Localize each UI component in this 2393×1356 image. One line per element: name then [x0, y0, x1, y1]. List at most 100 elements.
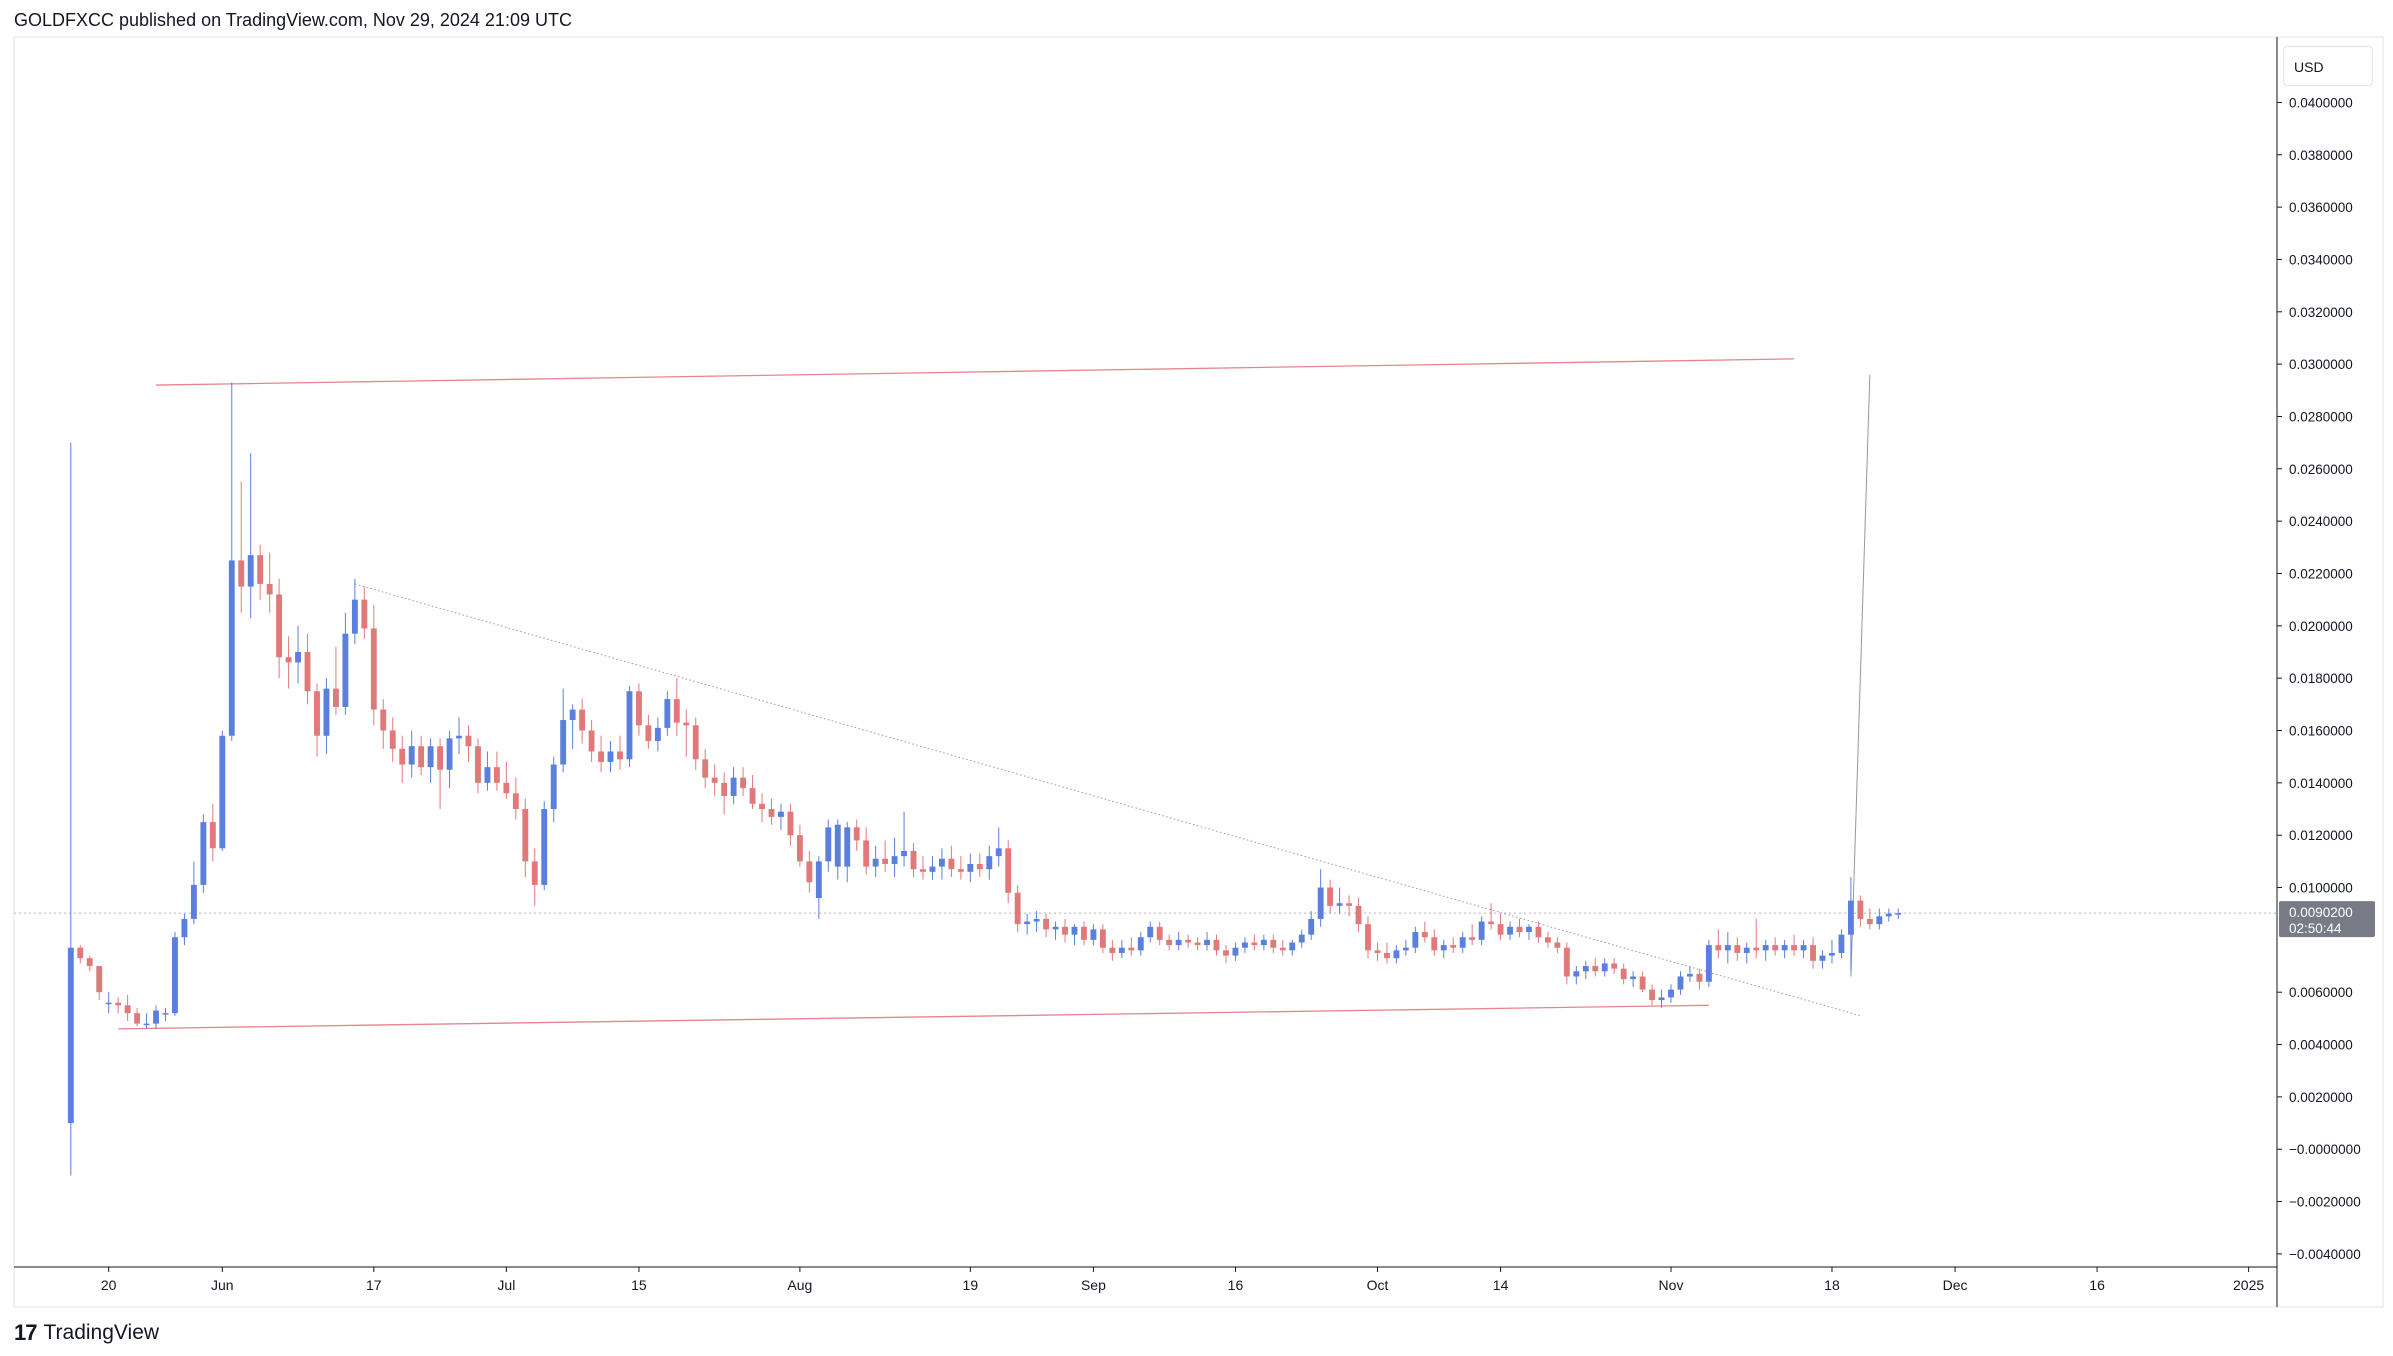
candle-down [314, 683, 320, 757]
time-tick-label: 16 [2089, 1277, 2105, 1293]
candle-down [1497, 913, 1504, 940]
candle-body [1402, 947, 1409, 951]
candle-body [1109, 947, 1116, 953]
candle-body [1251, 942, 1258, 946]
candle-body [1327, 887, 1334, 906]
candle-down [1251, 934, 1258, 951]
candle-body [96, 966, 103, 993]
candle-body [1668, 989, 1674, 998]
candle-body [1346, 903, 1353, 906]
candle-body [1535, 926, 1542, 938]
candle-down [673, 678, 680, 736]
candle-body [815, 861, 822, 898]
candle-body [692, 725, 699, 760]
candle-body [1052, 926, 1059, 930]
candle-body [1705, 945, 1712, 982]
candle-body [825, 827, 832, 862]
candle-down [1156, 921, 1163, 946]
candle-down [1488, 903, 1495, 930]
candle-down [1346, 895, 1353, 917]
price-tick-label: 0.0040000 [2289, 1038, 2353, 1053]
candle-body [1223, 950, 1229, 956]
candle-body [1819, 955, 1826, 961]
candle-up [607, 740, 614, 773]
candle-down [579, 699, 586, 744]
price-axis[interactable]: 0.0400000 0.0380000 0.0360000 0.0340000 0.03… [2277, 95, 2361, 1262]
candle-body [1781, 945, 1788, 951]
candle-body [550, 764, 557, 810]
price-tick-label: 0.0260000 [2289, 462, 2353, 477]
candle-up [1440, 939, 1447, 959]
currency-selector[interactable]: USD [2283, 46, 2373, 86]
price-tick-label: 0.0220000 [2289, 566, 2353, 581]
candle-body [938, 858, 945, 867]
candle-body [1081, 926, 1087, 940]
candle-down [645, 714, 652, 749]
candle-body [863, 840, 870, 867]
candle-down [1734, 937, 1741, 961]
candle-up [541, 801, 548, 891]
candle-body [1270, 939, 1277, 948]
candle-body [1563, 947, 1570, 977]
candle-up [153, 1005, 159, 1029]
candle-body [1469, 937, 1476, 940]
candle-body [1772, 945, 1779, 951]
candle-down [617, 735, 623, 770]
candle-up [1705, 939, 1712, 987]
candle-up [815, 856, 822, 919]
candle-down [1620, 963, 1627, 985]
candle-body [1450, 945, 1457, 948]
candle-body [86, 958, 93, 967]
candle-up [1895, 908, 1902, 919]
candle-body [67, 947, 74, 1124]
candle-body [920, 869, 926, 872]
candle-down [1194, 937, 1201, 951]
candle-up [1118, 939, 1125, 959]
candle-body [1005, 848, 1012, 893]
price-tick-label: 0.0060000 [2289, 985, 2353, 1000]
candle-down [1166, 934, 1173, 951]
candle-body [1582, 966, 1589, 972]
candle-up [1241, 937, 1248, 953]
candle-body [759, 803, 765, 810]
time-tick-label: 15 [631, 1277, 647, 1293]
candle-body [484, 767, 491, 783]
candle-down [1611, 958, 1618, 974]
bar-countdown: 02:50:44 [2289, 921, 2342, 936]
candle-down [683, 709, 690, 757]
candle-body [1847, 900, 1854, 935]
candle-down [759, 793, 765, 823]
time-tick-label: 18 [1824, 1277, 1840, 1293]
candle-down [1715, 929, 1722, 959]
candle-body [1355, 905, 1362, 925]
candle-up [1459, 932, 1466, 953]
candle-body [522, 809, 529, 862]
time-axis[interactable]: 20 Jun 17 Jul 15 Aug 19 Sep 16 Oct 14 Nov 18 Dec 16 202… [101, 1267, 2264, 1293]
time-tick-label: Sep [1081, 1277, 1106, 1293]
time-tick-label: Oct [1367, 1277, 1389, 1293]
price-tick-label: 0.0120000 [2289, 828, 2353, 843]
candle-body [285, 657, 292, 663]
candle-up [929, 856, 936, 880]
candle-body [1260, 939, 1267, 946]
candle-body [579, 709, 586, 731]
candle-down [1099, 924, 1106, 953]
candle-body [1753, 947, 1760, 951]
candle-up [1137, 932, 1144, 956]
candle-body [1592, 966, 1599, 972]
candle-body [967, 863, 974, 872]
candle-down [711, 764, 718, 796]
drawings-layer[interactable] [118, 358, 1871, 1030]
candle-body [531, 861, 538, 885]
candle-up [901, 811, 907, 867]
candle-up [550, 756, 557, 823]
price-tick-label: 0.0100000 [2289, 881, 2353, 896]
candle-body [190, 884, 197, 919]
candle-body [1279, 947, 1286, 951]
trendline [1850, 374, 1871, 977]
candle-down [304, 633, 311, 705]
candle-down [276, 578, 283, 679]
candle-down [721, 772, 728, 815]
candle-up [569, 704, 576, 749]
